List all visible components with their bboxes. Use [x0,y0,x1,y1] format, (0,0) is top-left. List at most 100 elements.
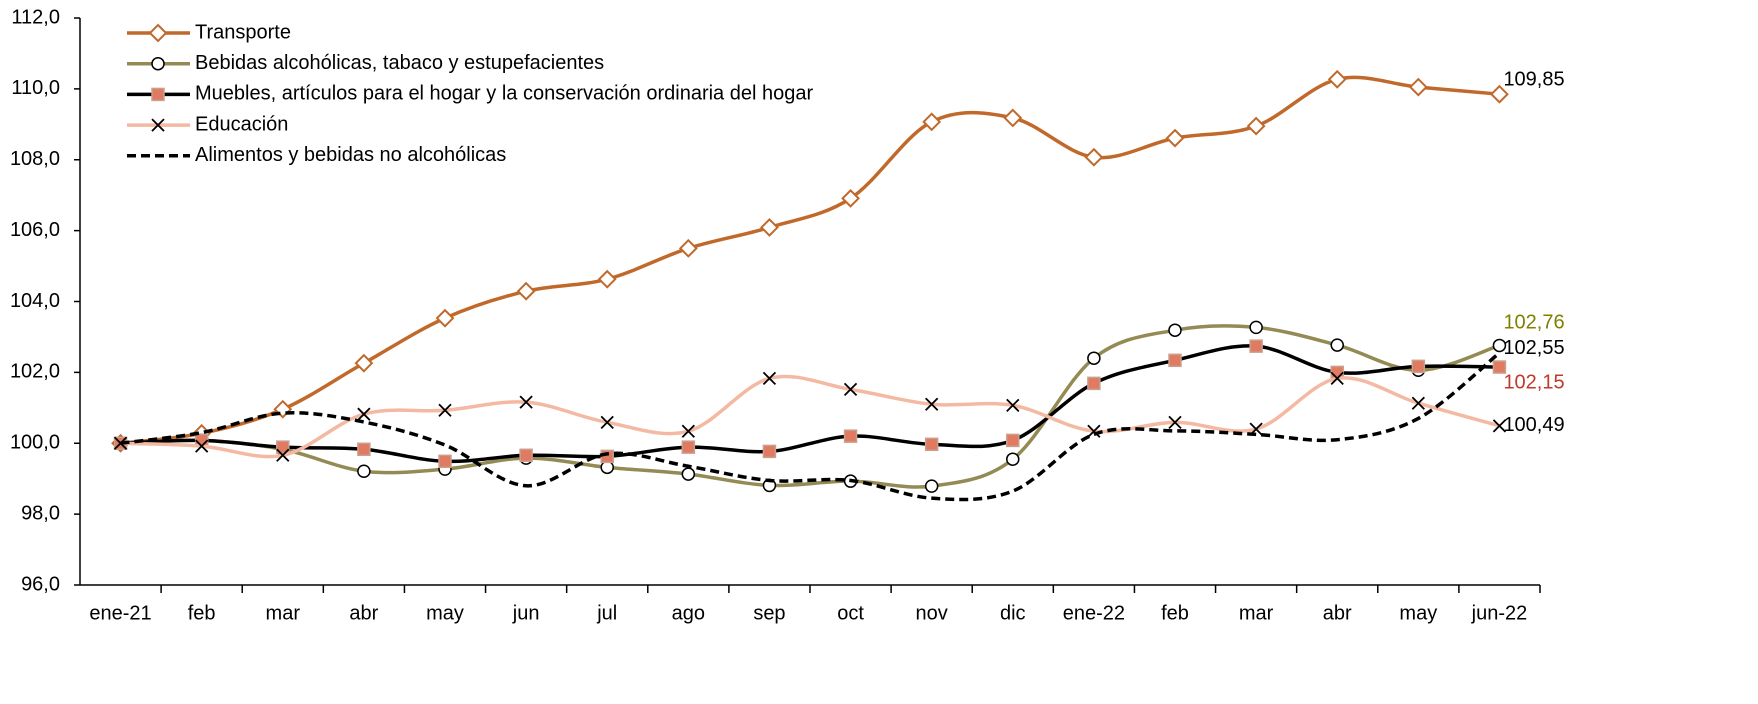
legend-marker [151,118,165,132]
marker [1490,84,1509,104]
marker [1492,360,1507,374]
marker [681,440,696,454]
y-tick-label: 104,0 [10,290,60,312]
marker [681,424,695,438]
marker [1330,338,1344,352]
marker [1006,398,1020,412]
x-tick-label: dic [1000,602,1026,624]
x-tick-label: jun-22 [1471,602,1528,624]
legend-label: Educación [195,113,288,135]
y-tick-label: 110,0 [11,77,60,99]
marker [519,448,533,463]
y-tick-label: 100,0 [10,432,60,454]
marker [1411,396,1425,410]
marker [354,353,374,373]
x-tick-label: mar [1239,602,1274,624]
marker [1408,77,1428,97]
marker [1168,323,1182,337]
x-tick-label: feb [188,602,216,624]
legend-label: Muebles, artículos para el hogar y la co… [195,83,813,105]
series-line [120,351,1501,502]
x-tick-label: mar [266,602,301,624]
marker [924,437,939,452]
legend-marker [151,56,165,71]
marker [924,479,939,493]
x-tick-label: nov [916,602,948,624]
legend-marker [151,87,165,102]
marker [843,429,858,443]
value-label: 102,55 [1503,337,1564,359]
marker [1087,351,1101,365]
marker [1003,108,1023,128]
value-label: 102,76 [1503,312,1564,334]
marker [1168,353,1182,368]
y-tick-label: 102,0 [10,361,60,383]
y-tick-label: 112,0 [11,6,60,28]
marker [922,112,942,132]
value-label: 109,85 [1503,68,1564,90]
legend-label: Transporte [195,21,291,43]
marker [841,188,860,208]
x-tick-label: oct [837,602,864,624]
series-line [120,344,1500,464]
marker [1249,339,1263,353]
x-tick-label: ago [672,602,705,624]
marker [1087,376,1101,391]
marker [925,397,939,411]
x-tick-label: may [426,602,464,624]
marker [1087,424,1101,438]
value-label: 100,49 [1503,414,1564,436]
x-tick-label: ene-22 [1063,602,1125,624]
legend-label: Bebidas alcohólicas, tabaco y estupefaci… [195,52,604,74]
marker [762,444,777,459]
marker [276,440,290,454]
y-tick-label: 108,0 [10,148,60,170]
marker [438,454,452,469]
marker [435,308,455,328]
marker [1168,415,1182,429]
series-line [120,374,1500,459]
marker [678,238,698,258]
marker [357,464,371,478]
marker [1330,371,1344,386]
marker [1006,433,1020,448]
marker [597,269,617,289]
marker [1249,320,1263,335]
x-tick-label: feb [1161,602,1189,624]
marker [516,281,536,301]
marker [1006,452,1020,466]
marker [1246,116,1266,136]
y-tick-label: 96,0 [21,573,60,595]
marker [1327,69,1347,89]
marker [600,415,614,429]
marker [276,448,290,462]
x-tick-label: may [1399,602,1437,624]
marker [843,382,858,397]
y-tick-label: 106,0 [10,219,60,241]
marker [681,467,696,481]
marker [357,407,371,421]
marker [519,395,533,409]
legend-label: Alimentos y bebidas no alcohólicas [195,144,506,166]
marker [760,218,779,237]
marker [1165,128,1185,148]
marker [1084,147,1104,167]
marker [762,371,777,386]
x-tick-label: sep [753,602,785,624]
x-tick-label: jul [596,602,617,624]
marker [1411,359,1426,374]
x-tick-label: ene-21 [89,602,151,624]
marker [195,439,209,453]
marker [438,403,452,417]
series-line [120,75,1500,445]
marker [357,442,371,457]
x-tick-label: jun [512,602,540,624]
x-tick-label: abr [349,602,378,624]
marker [1492,338,1507,353]
marker [600,460,614,475]
value-label: 102,15 [1503,371,1564,393]
y-tick-label: 98,0 [21,502,60,524]
legend-marker [148,23,168,43]
marker [1492,419,1507,433]
